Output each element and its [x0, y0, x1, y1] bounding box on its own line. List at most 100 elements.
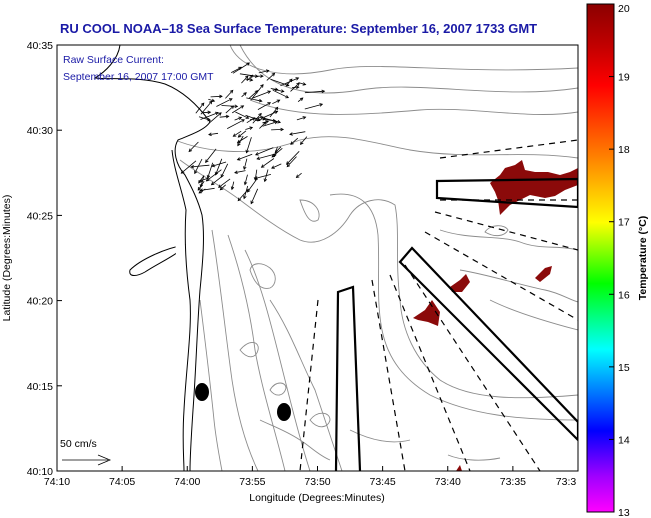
y-axis-ticks: 40:35 40:30 40:25 40:20 40:15 40:10: [27, 40, 62, 478]
current-vector: [300, 136, 308, 145]
current-vector: [266, 73, 275, 81]
current-vector: [208, 112, 222, 124]
current-vector: [254, 174, 271, 179]
current-vector: [200, 187, 215, 191]
current-vector: [270, 88, 278, 91]
y-tick-label: 40:35: [27, 40, 53, 52]
current-vector-head: [237, 197, 242, 202]
current-vector-head: [262, 117, 266, 121]
current-vector-head: [274, 87, 279, 92]
colorbar-tick-label: 14: [618, 434, 630, 446]
current-vector-head: [214, 171, 219, 176]
current-vector: [208, 98, 215, 102]
x-tick-label: 73:55: [239, 476, 265, 488]
colorbar-tick-label: 20: [618, 3, 630, 15]
current-vector-head: [246, 62, 250, 66]
colorbar-tick-label: 15: [618, 362, 630, 374]
current-vector: [245, 78, 253, 81]
current-vector-head: [254, 74, 259, 78]
current-vector-head: [210, 181, 215, 186]
x-tick-label: 74:05: [109, 476, 135, 488]
current-vector-head: [267, 102, 272, 106]
current-vector-head: [234, 104, 239, 109]
current-vector-head: [245, 149, 249, 154]
colorbar-gradient: [586, 3, 615, 513]
current-vector: [221, 105, 238, 107]
current-vector-head: [258, 98, 263, 103]
current-vector: [208, 132, 219, 135]
current-vector: [246, 137, 252, 153]
current-vector: [255, 147, 274, 156]
current-vector-head: [271, 72, 276, 77]
current-vector: [220, 163, 229, 178]
current-vector-head: [229, 89, 234, 94]
current-vector-head: [228, 98, 233, 102]
x-tick-label: 73:40: [435, 476, 461, 488]
current-vector: [200, 100, 213, 115]
x-tick-label: 73:45: [369, 476, 395, 488]
colorbar-tick-label: 18: [618, 144, 630, 156]
current-vector: [273, 146, 278, 157]
x-tick-label: 73:50: [304, 476, 330, 488]
current-vector-head: [238, 116, 243, 120]
current-vector-head: [190, 164, 195, 169]
current-vector-head: [234, 170, 238, 174]
current-vector: [254, 169, 258, 180]
current-vector-head: [280, 89, 285, 93]
current-vector: [271, 163, 282, 169]
current-vector: [211, 175, 223, 186]
current-vector-head: [205, 178, 210, 182]
black-marker-right: [277, 403, 291, 421]
current-vector-head: [260, 84, 264, 88]
current-vector: [198, 116, 211, 121]
current-vector: [286, 156, 297, 167]
current-vector-head: [250, 200, 254, 205]
current-vector-head: [180, 170, 185, 174]
current-vector-head: [277, 120, 282, 124]
current-vector-head: [205, 159, 209, 163]
current-vector-head: [211, 98, 216, 103]
current-vector-head: [236, 157, 241, 161]
current-vector: [225, 90, 234, 99]
current-vector-head: [199, 178, 203, 182]
current-vector-head: [249, 126, 254, 130]
current-vector-head: [207, 117, 212, 122]
current-vector: [241, 92, 247, 98]
current-vector-head: [302, 82, 307, 86]
current-vector: [258, 70, 269, 74]
current-vector-head: [253, 176, 258, 181]
black-marker-left: [195, 383, 209, 401]
current-vector: [261, 158, 275, 168]
current-vector: [206, 169, 222, 182]
current-vector: [290, 82, 300, 92]
current-vector-head: [243, 195, 247, 200]
current-vector-head: [249, 77, 254, 82]
current-vector: [285, 78, 293, 87]
current-vector: [239, 73, 258, 77]
current-vector: [218, 178, 231, 188]
current-vector-head: [232, 133, 237, 137]
current-vector-head: [219, 186, 224, 191]
current-vector: [297, 97, 304, 103]
current-vector: [271, 129, 284, 131]
current-vector-head: [267, 90, 272, 94]
current-vector: [232, 62, 250, 74]
current-vector: [250, 84, 264, 101]
colorbar-tick-label: 17: [618, 217, 630, 229]
current-vector-head: [260, 164, 265, 168]
current-vector: [269, 107, 279, 118]
current-vector: [234, 117, 242, 121]
current-note-line1: Raw Surface Current:: [63, 54, 164, 66]
current-vector-head: [257, 118, 261, 122]
current-vector: [270, 78, 289, 86]
current-vector-head: [230, 186, 235, 191]
x-tick-label: 74:10: [44, 476, 70, 488]
current-vector: [195, 102, 205, 114]
current-vector: [290, 137, 299, 145]
current-vector-head: [260, 74, 264, 78]
current-vector-head: [245, 115, 250, 119]
current-vector: [237, 136, 248, 143]
colorbar-tick-label: 16: [618, 289, 630, 301]
current-vector-head: [295, 77, 300, 81]
current-vector-head: [256, 156, 261, 160]
